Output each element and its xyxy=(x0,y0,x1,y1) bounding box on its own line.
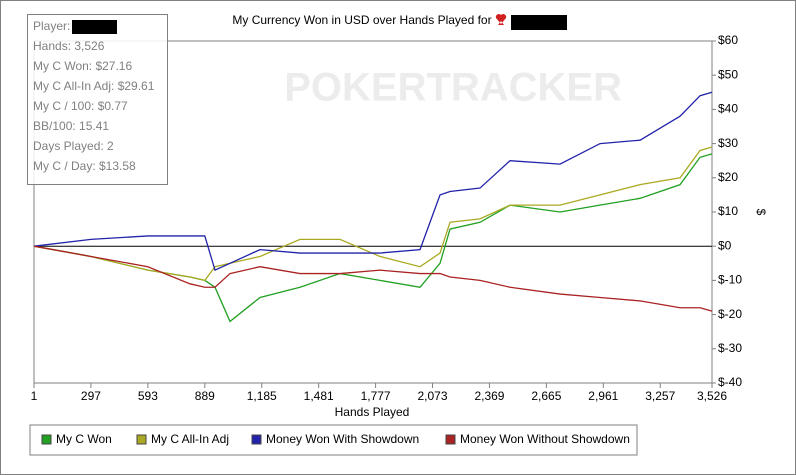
stat-line: BB/100: 15.41 xyxy=(33,119,109,133)
redaction xyxy=(72,20,117,34)
legend-swatch xyxy=(41,434,52,445)
x-tick-label: 1,777 xyxy=(361,389,391,403)
y-tick-label: $-10 xyxy=(718,273,742,287)
x-axis-label: Hands Played xyxy=(335,405,410,419)
legend-swatch xyxy=(251,434,262,445)
x-tick-label: 2,369 xyxy=(474,389,504,403)
stat-line: Days Played: 2 xyxy=(33,139,114,153)
redaction xyxy=(511,15,567,30)
y-tick-label: $50 xyxy=(718,67,738,81)
series-line xyxy=(33,146,713,282)
y-tick-label: $30 xyxy=(718,136,738,150)
legend-swatch xyxy=(445,434,456,445)
y-tick-label: $40 xyxy=(718,102,738,116)
stats-box xyxy=(27,14,168,185)
chart-title: My Currency Won in USD over Hands Played… xyxy=(232,13,491,27)
x-tick-label: 2,665 xyxy=(531,389,561,403)
legend-label: Money Won With Showdown xyxy=(266,432,419,446)
y-tick-label: $10 xyxy=(718,204,738,218)
stat-line: My C / Day: $13.58 xyxy=(33,159,136,173)
legend-box xyxy=(29,424,638,456)
series-line xyxy=(33,91,713,272)
x-tick-label: 297 xyxy=(81,389,101,403)
x-tick-label: 889 xyxy=(195,389,215,403)
y-tick-label: $0 xyxy=(718,238,732,252)
x-tick-label: 3,257 xyxy=(645,389,675,403)
x-tick-label: 1,481 xyxy=(304,389,334,403)
y-tick-label: $-30 xyxy=(718,341,742,355)
stat-line: My C Won: $27.16 xyxy=(33,59,132,73)
y-tick-label: $-40 xyxy=(718,375,742,389)
stat-line: My C / 100: $0.77 xyxy=(33,99,128,113)
legend-label: My C Won xyxy=(56,432,112,446)
stat-line: Player: xyxy=(33,19,70,33)
x-tick-label: 2,961 xyxy=(588,389,618,403)
y-axis-label: $ xyxy=(754,209,768,216)
x-tick-label: 1 xyxy=(31,389,38,403)
spade-icon xyxy=(495,14,507,25)
stat-line: My C All-In Adj: $29.61 xyxy=(33,79,155,93)
x-tick-label: 3,526 xyxy=(697,389,727,403)
legend-label: Money Won Without Showdown xyxy=(460,432,630,446)
y-tick-label: $60 xyxy=(718,33,738,47)
series-line xyxy=(33,245,713,312)
watermark: POKERTRACKER xyxy=(284,66,622,110)
y-tick-label: $20 xyxy=(718,170,738,184)
legend-label: My C All-In Adj xyxy=(151,432,229,446)
x-tick-label: 1,185 xyxy=(247,389,277,403)
x-tick-label: 593 xyxy=(138,389,158,403)
y-tick-label: $-20 xyxy=(718,307,742,321)
legend-swatch xyxy=(136,434,147,445)
x-tick-label: 2,073 xyxy=(418,389,448,403)
stat-line: Hands: 3,526 xyxy=(33,39,105,53)
